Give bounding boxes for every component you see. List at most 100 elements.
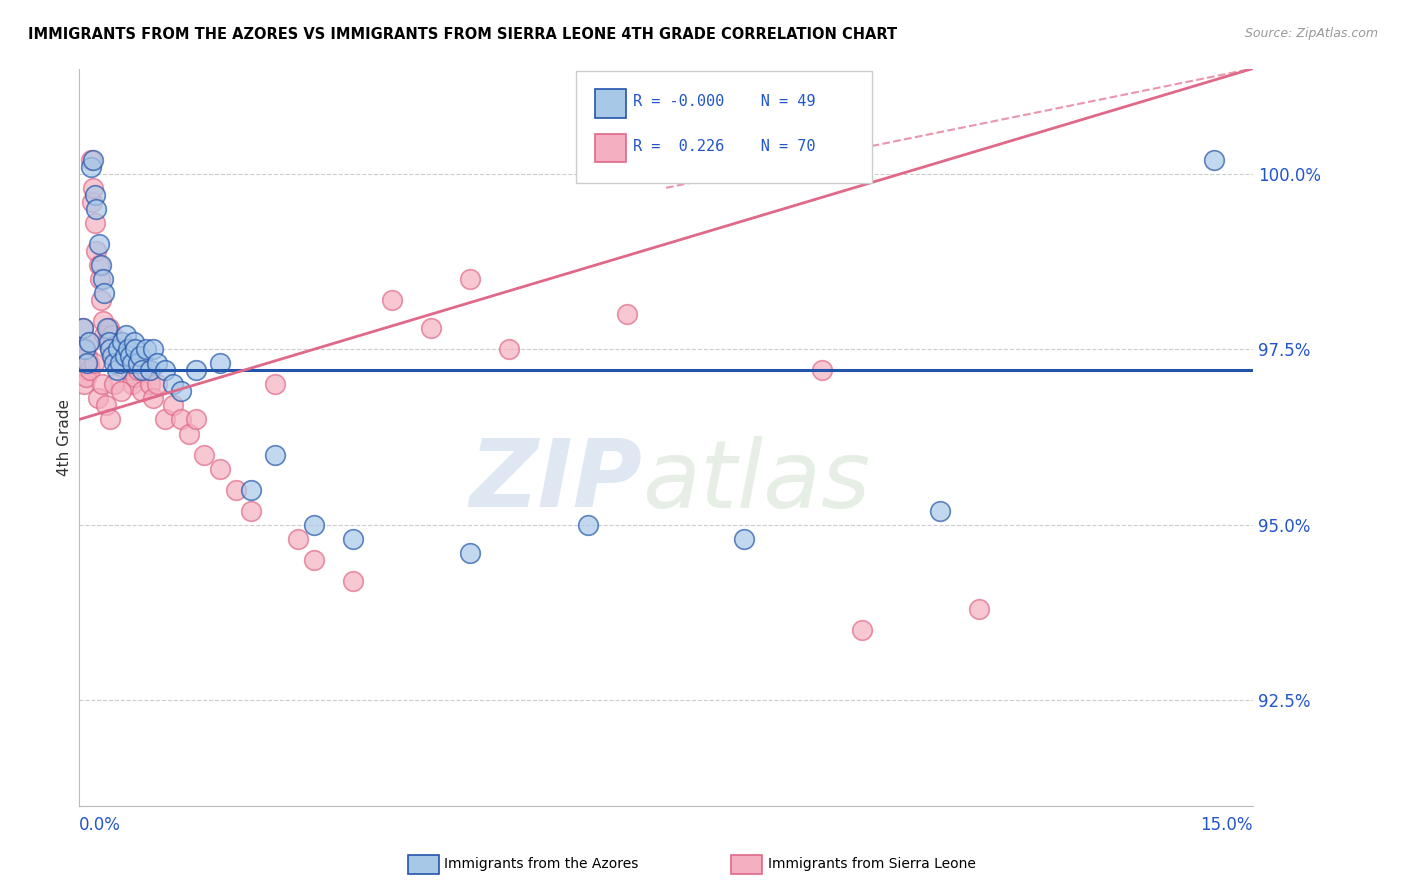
Point [118,363,141,377]
Point [967,602,990,616]
Point [146,356,169,370]
Point [177,426,200,441]
Point [138,377,160,392]
Point [75,343,97,357]
Point [105,363,128,377]
Point [121,356,143,370]
Point [162,399,184,413]
Point [101,328,124,343]
Point [851,623,873,637]
Point [98,412,121,426]
Point [75,343,97,357]
Point [142,392,165,406]
Point [115,343,138,357]
Point [170,412,193,426]
Point [420,321,443,335]
Point [240,504,263,518]
Point [75,370,97,384]
Text: 0.0%: 0.0% [79,816,121,834]
Text: R =  0.226    N = 70: R = 0.226 N = 70 [633,139,815,153]
Point [90,377,112,392]
Point [186,412,208,426]
Point [110,384,132,399]
Point [124,343,146,357]
Point [122,335,145,350]
Point [103,377,125,392]
Point [76,356,98,370]
Point [225,483,247,497]
Point [460,546,482,560]
Point [342,532,364,546]
Point [135,363,157,377]
Point [89,272,111,286]
Text: IMMIGRANTS FROM THE AZORES VS IMMIGRANTS FROM SIERRA LEONE 4TH GRADE CORRELATION: IMMIGRANTS FROM THE AZORES VS IMMIGRANTS… [28,27,897,42]
Text: ZIP: ZIP [470,435,643,527]
Point [101,349,124,363]
Point [302,517,325,532]
Point [1202,153,1225,167]
Point [111,335,134,350]
Point [87,392,110,406]
Point [131,363,153,377]
Point [94,399,117,413]
Point [117,343,139,357]
Point [153,363,176,377]
Point [135,343,157,357]
Point [72,321,94,335]
Point [240,483,263,497]
Point [122,356,145,370]
Point [302,553,325,567]
Point [186,363,208,377]
Point [77,335,100,350]
Point [77,335,100,350]
Point [170,384,193,399]
Point [115,328,138,343]
Point [103,356,125,370]
Point [208,461,231,475]
Point [121,377,143,392]
Point [127,363,149,377]
Point [263,377,285,392]
Point [73,363,96,377]
Point [76,349,98,363]
Text: Immigrants from the Azores: Immigrants from the Azores [444,857,638,871]
Text: Source: ZipAtlas.com: Source: ZipAtlas.com [1244,27,1378,40]
Point [124,370,146,384]
Point [733,532,755,546]
Point [928,504,950,518]
Point [82,194,104,209]
Point [616,307,638,321]
Point [100,343,122,357]
Point [86,202,108,216]
Point [103,349,125,363]
Point [82,153,104,167]
Point [114,349,136,363]
Point [90,293,112,307]
Point [208,356,231,370]
Point [83,216,105,230]
Text: 15.0%: 15.0% [1201,816,1253,834]
Point [127,356,149,370]
Point [153,412,176,426]
Point [79,356,101,370]
Point [108,356,131,370]
Point [96,321,118,335]
Point [131,384,153,399]
Point [107,343,129,357]
Point [460,272,482,286]
Point [93,286,115,301]
Text: R = -0.000    N = 49: R = -0.000 N = 49 [633,95,815,109]
Point [498,343,520,357]
Point [72,321,94,335]
Point [80,153,103,167]
Y-axis label: 4th Grade: 4th Grade [58,399,72,475]
Point [146,377,169,392]
Text: atlas: atlas [643,435,870,527]
Point [263,448,285,462]
Point [91,272,114,286]
Point [86,244,108,258]
Point [82,181,104,195]
Point [79,363,101,377]
Point [114,356,136,370]
Point [97,335,120,350]
